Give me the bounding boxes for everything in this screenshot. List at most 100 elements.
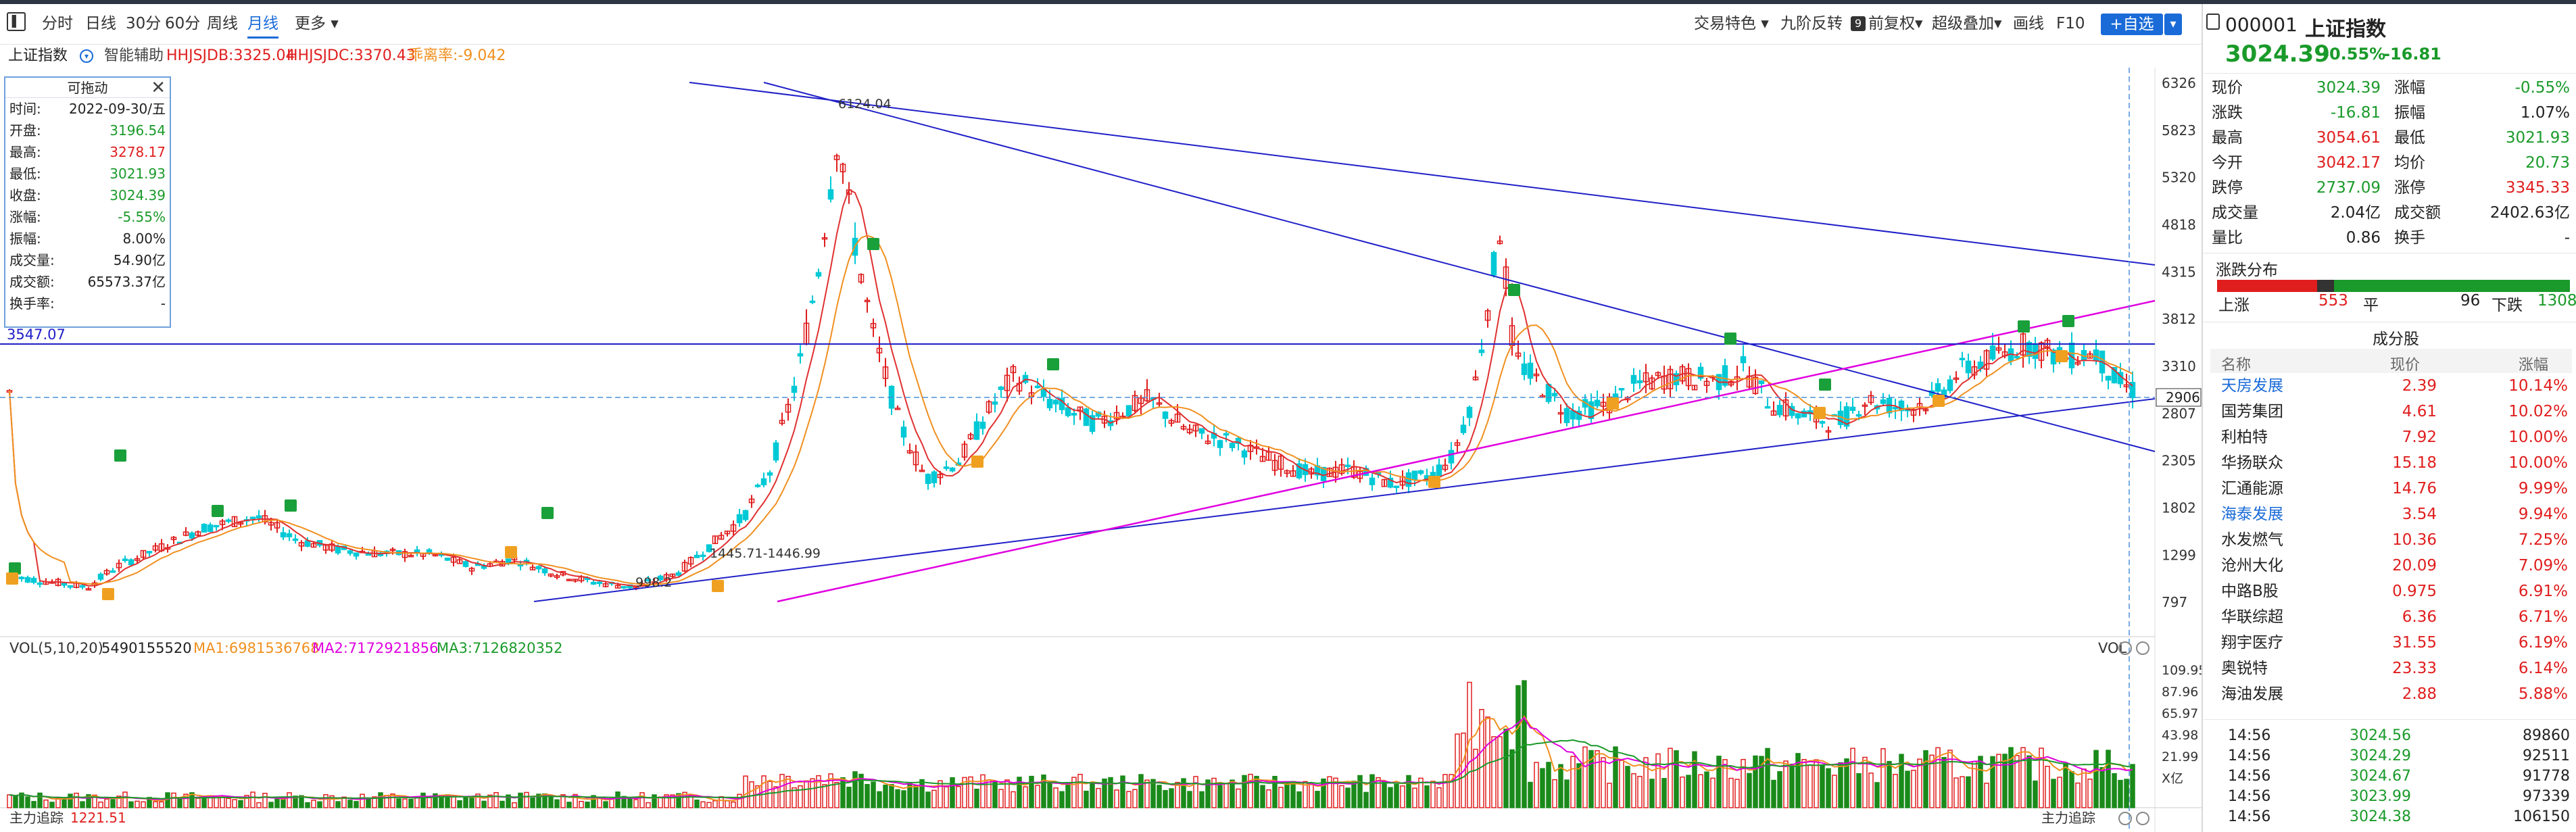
constituent-name[interactable]: 华联综超 <box>2221 608 2283 626</box>
volume-bar <box>1065 783 1071 808</box>
adjust-menu[interactable]: 前复权▾ <box>1868 15 1923 32</box>
candle-body <box>1965 360 1972 374</box>
volume-bar <box>2020 747 2026 808</box>
volume-bar <box>1893 773 1898 808</box>
trade-feature-menu[interactable]: 交易特色 ▾ <box>1694 15 1769 32</box>
volume-bar <box>530 797 535 808</box>
nine-reversal-menu[interactable]: 九阶反转 <box>1780 15 1843 32</box>
add-favorite-button[interactable]: +自选 <box>2101 14 2163 35</box>
tab-fenshi[interactable]: 分时 <box>42 15 73 32</box>
volume-bar <box>110 799 116 808</box>
constituent-name[interactable]: 国芳集团 <box>2221 403 2283 420</box>
constituent-name[interactable]: 海油发展 <box>2221 685 2283 703</box>
volume-bar <box>889 784 894 808</box>
ma5-line <box>9 188 2133 587</box>
constituent-name[interactable]: 水发燃气 <box>2221 531 2283 549</box>
tab-monthly[interactable]: 月线 <box>247 11 278 39</box>
candle-body <box>949 467 956 472</box>
title-strip <box>0 0 2576 4</box>
volume-bar <box>135 800 140 808</box>
constituent-name[interactable]: 中路B股 <box>2221 583 2279 600</box>
constituent-row[interactable]: 海泰发展 3.54 9.94% <box>2210 501 2572 527</box>
candle-body <box>797 353 804 357</box>
distribution-bar <box>2217 280 2570 292</box>
close-icon[interactable]: ✕ <box>151 78 166 98</box>
f10-button[interactable]: F10 <box>2056 15 2085 32</box>
dropdown-circle-icon[interactable]: ▾ <box>80 49 93 63</box>
volume-bar <box>19 792 24 808</box>
tick-time: 14:56 <box>2228 788 2271 805</box>
constituent-name[interactable]: 奥锐特 <box>2221 660 2268 677</box>
add-favorite-dropdown[interactable]: ▾ <box>2164 14 2182 35</box>
constituent-name[interactable]: 沧州大化 <box>2221 557 2283 574</box>
constituent-price: 3.54 <box>2402 506 2437 523</box>
constituent-row[interactable]: 国芳集团 4.61 10.02% <box>2210 399 2572 424</box>
constituent-row[interactable]: 中路B股 0.975 6.91% <box>2210 579 2572 604</box>
panel-toggle-icon[interactable] <box>2206 14 2220 30</box>
volume-bar <box>1497 736 1503 808</box>
current-price-tag: 2906 <box>2166 389 2200 406</box>
volume-bar <box>1193 776 1198 808</box>
candle-body <box>1868 395 1874 403</box>
constituent-name[interactable]: 天房发展 <box>2221 377 2283 395</box>
volume-bar <box>761 775 767 808</box>
candle-body <box>742 510 749 520</box>
draw-line-button[interactable]: 画线 <box>2013 15 2044 32</box>
constituent-name[interactable]: 汇通能源 <box>2221 480 2283 497</box>
constituent-row[interactable]: 汇通能源 14.76 9.99% <box>2210 476 2572 501</box>
panel-divider[interactable] <box>2202 4 2203 832</box>
volume-bar <box>1205 779 1211 808</box>
constituent-row[interactable]: 利柏特 7.92 10.00% <box>2210 424 2572 450</box>
overlay-menu[interactable]: 超级叠加▾ <box>1932 15 2002 32</box>
constituent-name[interactable]: 利柏特 <box>2221 429 2268 446</box>
constituent-row[interactable]: 华联综超 6.36 6.71% <box>2210 604 2572 630</box>
candle-body <box>1034 385 1041 389</box>
sidebar-toggle-icon[interactable]: ▌ <box>7 12 26 31</box>
constituent-row[interactable]: 海油发展 2.88 5.88% <box>2210 681 2572 707</box>
kline-chart-area[interactable]: 6326 5823 5320 4818 4315 3812 3310 2807 2305 1802… <box>0 68 2202 832</box>
candle-body <box>1959 358 1966 360</box>
popup-row: 涨幅: -5.55% <box>5 206 170 228</box>
ohlc-popup[interactable]: 可拖动 ✕ 时间: 2022-09-30/五 开盘: 3196.54 最高: 3278.1… <box>4 76 171 328</box>
candle-body <box>1138 397 1144 404</box>
constituent-row[interactable]: 翔宇医疗 31.55 6.19% <box>2210 630 2572 656</box>
tab-60min[interactable]: 60分 <box>165 15 201 32</box>
constituent-row[interactable]: 奥锐特 23.33 6.14% <box>2210 656 2572 681</box>
volume-bar <box>1023 786 1028 808</box>
constituent-row[interactable]: 沧州大化 20.09 7.09% <box>2210 553 2572 579</box>
constituent-row[interactable]: 水发燃气 10.36 7.25% <box>2210 527 2572 553</box>
constituent-row[interactable]: 天房发展 2.39 10.14% <box>2210 373 2572 399</box>
volume-bar <box>128 801 134 808</box>
volume-bar <box>804 780 809 808</box>
volume-bar <box>1163 789 1168 808</box>
price-axis-label: 4818 <box>2162 216 2196 233</box>
tab-more[interactable]: 更多 ▾ <box>295 15 339 32</box>
tab-30min[interactable]: 30分 <box>126 15 162 32</box>
quote-row: 涨跌 -16.81 振幅 1.07% <box>2212 101 2570 126</box>
volume-bar <box>238 800 243 808</box>
candle-body <box>1192 424 1199 432</box>
volume-bar <box>1546 762 1551 808</box>
nine-badge: 9 <box>1851 16 1866 31</box>
tab-daily[interactable]: 日线 <box>85 15 116 32</box>
constituent-name[interactable]: 翔宇医疗 <box>2221 634 2283 652</box>
volume-bar <box>1455 733 1460 808</box>
constituent-name[interactable]: 海泰发展 <box>2221 506 2283 523</box>
volume-bar <box>1716 756 1722 808</box>
candle-body <box>249 516 256 520</box>
constituent-row[interactable]: 华扬联众 15.18 10.00% <box>2210 450 2572 476</box>
volume-bar <box>2124 779 2129 808</box>
volume-bar <box>798 785 803 808</box>
candle-body <box>700 554 706 558</box>
volume-bar <box>1120 775 1125 808</box>
tab-weekly[interactable]: 周线 <box>207 15 238 32</box>
volume-bar <box>323 794 329 808</box>
volume-bar <box>755 785 760 808</box>
volume-bar <box>883 784 888 808</box>
quote-label: 现价 <box>2212 79 2243 97</box>
smart-assist-label[interactable]: 智能辅助 <box>104 47 164 64</box>
constituent-name[interactable]: 华扬联众 <box>2221 454 2283 472</box>
volume-bar <box>706 802 712 808</box>
popup-header[interactable]: 可拖动 ✕ <box>5 78 170 98</box>
volume-bar <box>518 792 523 808</box>
